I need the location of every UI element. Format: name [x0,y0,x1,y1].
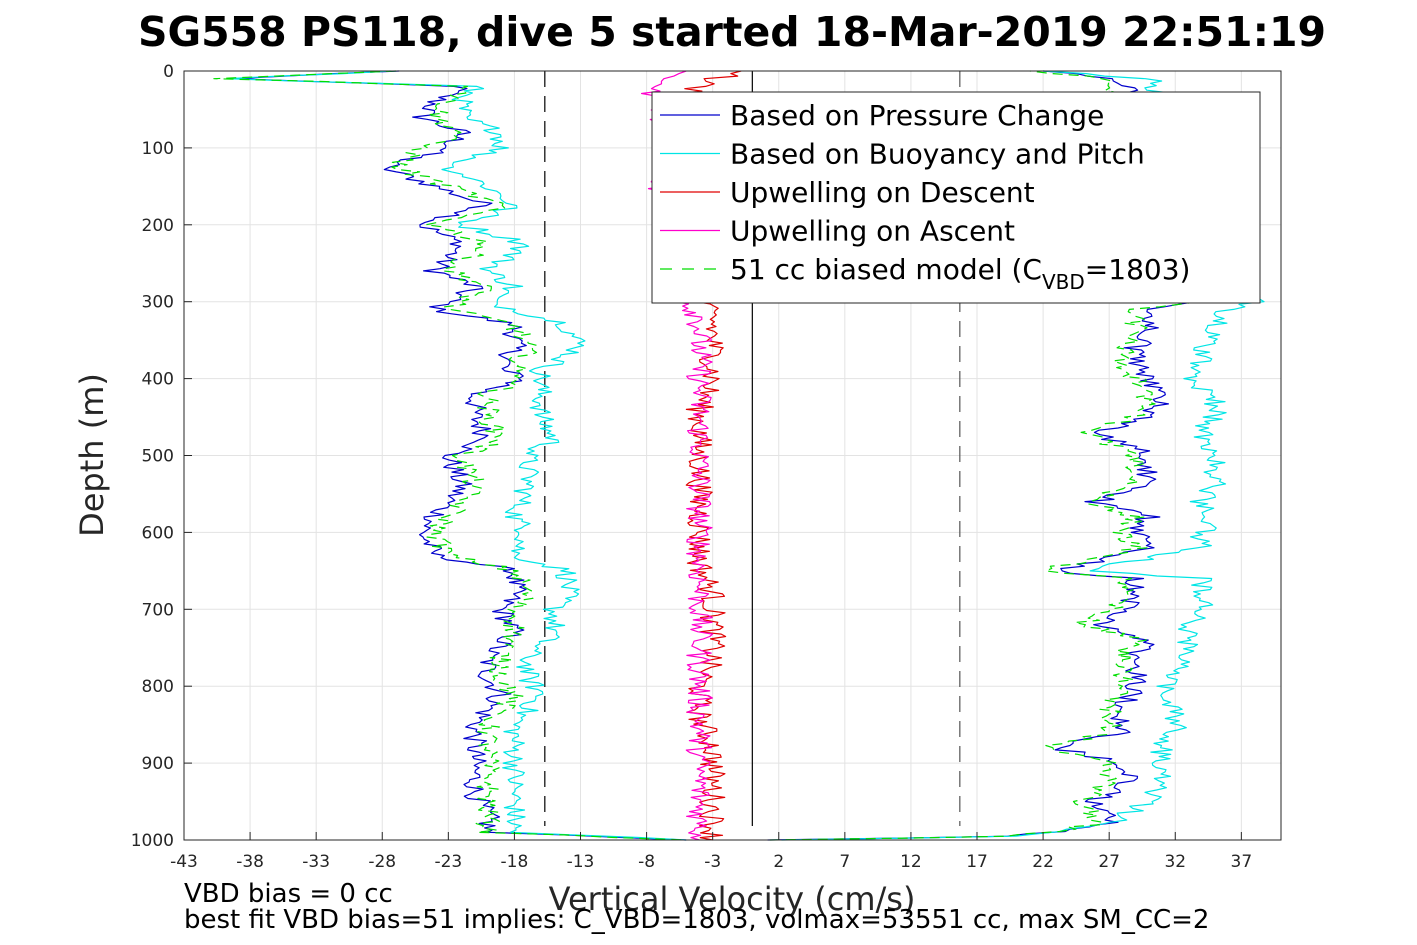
x-tick-label: 12 [900,852,922,872]
y-tick-label: 600 [142,523,174,543]
x-tick-label: -33 [302,852,330,872]
y-tick-label: 0 [163,62,174,82]
x-axis-ticks: -43 -38 -33 -28 -23 -18 -13 -8 -3 2 7 12 17 22 27 32 37 [170,832,1252,872]
chart-title: SG558 PS118, dive 5 started 18-Mar-2019 … [138,8,1326,56]
x-tick-label: -23 [434,852,462,872]
series-1-line-descent [226,70,687,841]
vbd-bias-note: VBD bias = 0 cc [184,879,393,909]
legend-entry: Based on Pressure Change [730,99,1104,132]
y-axis-label: Depth (m) [73,373,111,537]
y-axis-ticks: 0 100 200 300 400 500 600 700 800 900 1000 [131,62,192,851]
y-tick-label: 300 [142,293,174,313]
x-tick-label: -28 [368,852,396,872]
x-tick-label: -18 [501,852,529,872]
x-tick-label: 7 [839,852,850,872]
x-tick-label: -38 [236,852,264,872]
x-tick-label: 37 [1231,852,1253,872]
y-tick-label: 700 [142,600,174,620]
x-tick-label: 32 [1164,852,1186,872]
x-tick-label: 2 [773,852,784,872]
x-tick-label: -43 [170,852,198,872]
y-tick-label: 200 [142,216,174,236]
y-tick-label: 800 [142,677,174,697]
series-4-line-descent [213,70,687,841]
x-tick-label: 17 [966,852,988,872]
x-tick-label: -3 [704,852,721,872]
y-tick-label: 500 [142,447,174,467]
x-tick-label: 27 [1098,852,1120,872]
series-4-line-ascent [769,70,1200,841]
best-fit-note: best fit VBD bias=51 implies: C_VBD=1803… [184,905,1209,935]
x-tick-label: -8 [638,852,655,872]
y-tick-label: 100 [142,139,174,159]
legend-box [651,91,1261,304]
legend-entry: Upwelling on Ascent [730,215,1015,248]
series-0-line-descent [234,70,687,841]
legend-entry: Based on Buoyancy and Pitch [730,138,1145,171]
y-tick-label: 400 [142,370,174,390]
legend-entry: 51 cc biased model (CVBD=1803) [730,253,1190,294]
x-tick-label: 22 [1032,852,1054,872]
x-axis-label: Vertical Velocity (cm/s) [549,880,916,918]
y-tick-label: 900 [142,754,174,774]
x-tick-label: -13 [567,852,595,872]
y-tick-label: 1000 [131,831,174,851]
legend-entry: Upwelling on Descent [730,176,1035,209]
legend: Based on Pressure Change Based on Buoyanc… [651,91,1261,304]
